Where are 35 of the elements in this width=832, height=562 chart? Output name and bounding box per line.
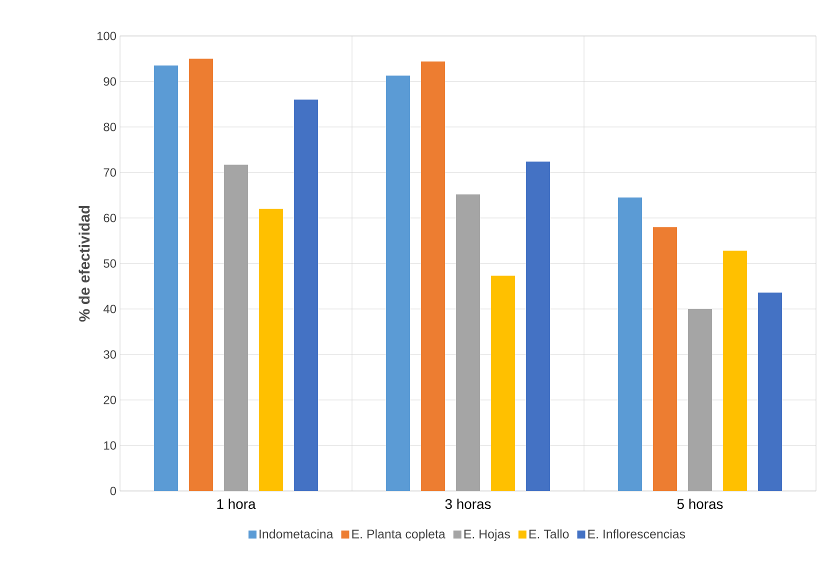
y-tick-label: 70 [104,168,116,177]
bar [618,198,642,491]
bar [421,61,446,491]
bar [224,164,248,491]
bar [259,208,284,491]
bar [154,66,178,491]
bar [653,227,678,491]
legend-label: E. Planta copleta [352,529,446,541]
x-tick-label: 1 hora [217,498,256,510]
x-tick-label: 5 horas [677,498,723,510]
y-tick-label: 60 [104,214,116,222]
bar [456,194,480,491]
legend-label: Indometacina [260,529,334,538]
bar [758,292,782,491]
bar [688,308,712,491]
bar [386,76,410,491]
y-tick-label: 50 [104,259,116,268]
y-tick-label: 0 [110,486,116,496]
y-tick-label: 100 [97,32,116,40]
bar [189,58,214,491]
y-tick-label: 10 [104,441,116,450]
y-tick-label: 20 [104,396,116,404]
legend-label: E. Inflorescencias [588,529,686,538]
y-tick-label: 90 [104,77,116,86]
x-tick-label: 3 horas [445,498,491,510]
bar [723,250,748,491]
legend-label: E. Hojas [464,529,510,541]
bar [491,276,516,491]
legend-label: E. Tallo [529,529,569,538]
bar [526,162,550,491]
y-axis-title: % de efectividad [78,206,90,322]
bar [294,100,318,491]
y-tick-label: 40 [103,304,116,314]
y-tick-label: 80 [104,122,116,132]
y-tick-label: 30 [104,350,116,359]
